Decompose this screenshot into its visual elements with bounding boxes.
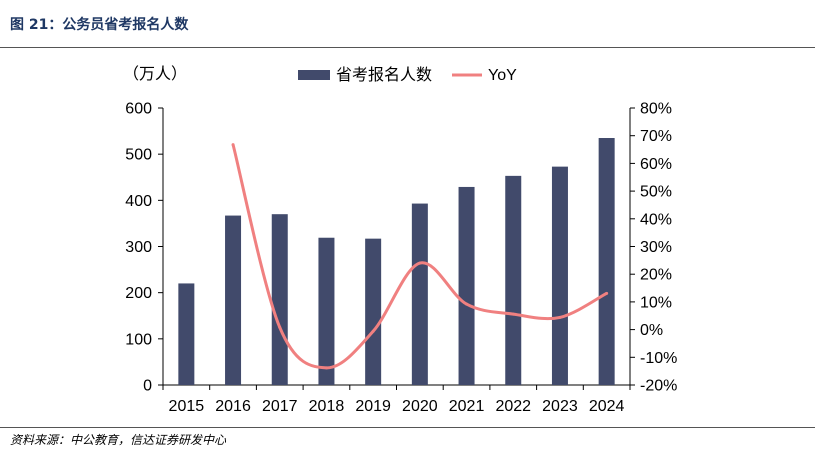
bottom-rule [0,427,815,428]
y-right-tick-label: 30% [640,239,672,256]
yoy-point [605,291,609,295]
y-left-tick-label: 100 [125,331,152,348]
bar [411,203,428,385]
bar [178,283,195,385]
legend-line-label: YoY [488,67,517,84]
yoy-point [511,312,515,316]
bar [505,175,522,385]
y-left-tick-label: 500 [125,147,152,164]
y-right-tick-labels: -20% -10% 0% 10% 20% 30% 40% 50% 60% 70% 80% [640,101,677,395]
x-tick-label: 2022 [495,398,531,415]
yoy-point [465,302,469,306]
legend: 省考报名人数 YoY [298,66,517,84]
x-tick-label: 2019 [355,398,391,415]
yoy-point [231,143,235,147]
bar [551,166,568,385]
y-left-tick-label: 0 [143,378,152,395]
x-tick-label: 2023 [542,398,578,415]
legend-bar-label: 省考报名人数 [336,66,432,84]
y-left-tick-labels: 0 100 200 300 400 500 600 [125,101,152,395]
x-tick-labels: 2015 2016 2017 2018 2019 2020 2021 2022 2023 2024 [169,398,625,415]
y-right-tick-label: -20% [640,378,677,395]
x-tick-label: 2024 [589,398,625,415]
bar [598,138,615,385]
y-right-tick-label: 50% [640,184,672,201]
y-left-tick-label: 600 [125,101,152,118]
yoy-point [418,261,422,265]
source-note: 资料来源：中公教育，信达证券研发中心 [10,433,227,447]
x-tick-label: 2016 [215,398,251,415]
y-right-tick-label: -10% [640,350,677,367]
figure-title: 图 21：公务员省考报名人数 [10,17,189,33]
y-right-tick-label: 10% [640,294,672,311]
chart: （万人） 省考报名人数 YoY 2015 2016 2017 2018 2019 2020… [123,65,677,415]
yoy-line-series [231,143,609,370]
bar [225,215,242,385]
top-rule [0,47,815,48]
y-right-tick-label: 70% [640,128,672,145]
x-tick-label: 2017 [262,398,298,415]
bar [318,237,335,385]
bar [365,238,382,385]
y-right-tick-label: 60% [640,156,672,173]
yoy-point [324,366,328,370]
y-left-tick-label: 400 [125,193,152,210]
y-left-tick-label: 200 [125,285,152,302]
bar [271,214,288,385]
legend-bar-swatch [298,70,330,80]
y-right-tick-label: 80% [640,101,672,118]
y-right-tick-label: 20% [640,267,672,284]
yoy-point [558,315,562,319]
bar [458,186,475,385]
y-left-unit-label: （万人） [123,65,187,83]
x-tick-label: 2015 [169,398,205,415]
y-right-tick-label: 0% [640,322,663,339]
bar-series [178,138,615,385]
y-left-tick-label: 300 [125,239,152,256]
yoy-point [371,329,375,333]
x-tick-label: 2020 [402,398,438,415]
x-tick-label: 2021 [449,398,485,415]
y-right-tick-label: 40% [640,211,672,228]
yoy-point [278,325,282,329]
x-tick-label: 2018 [309,398,345,415]
